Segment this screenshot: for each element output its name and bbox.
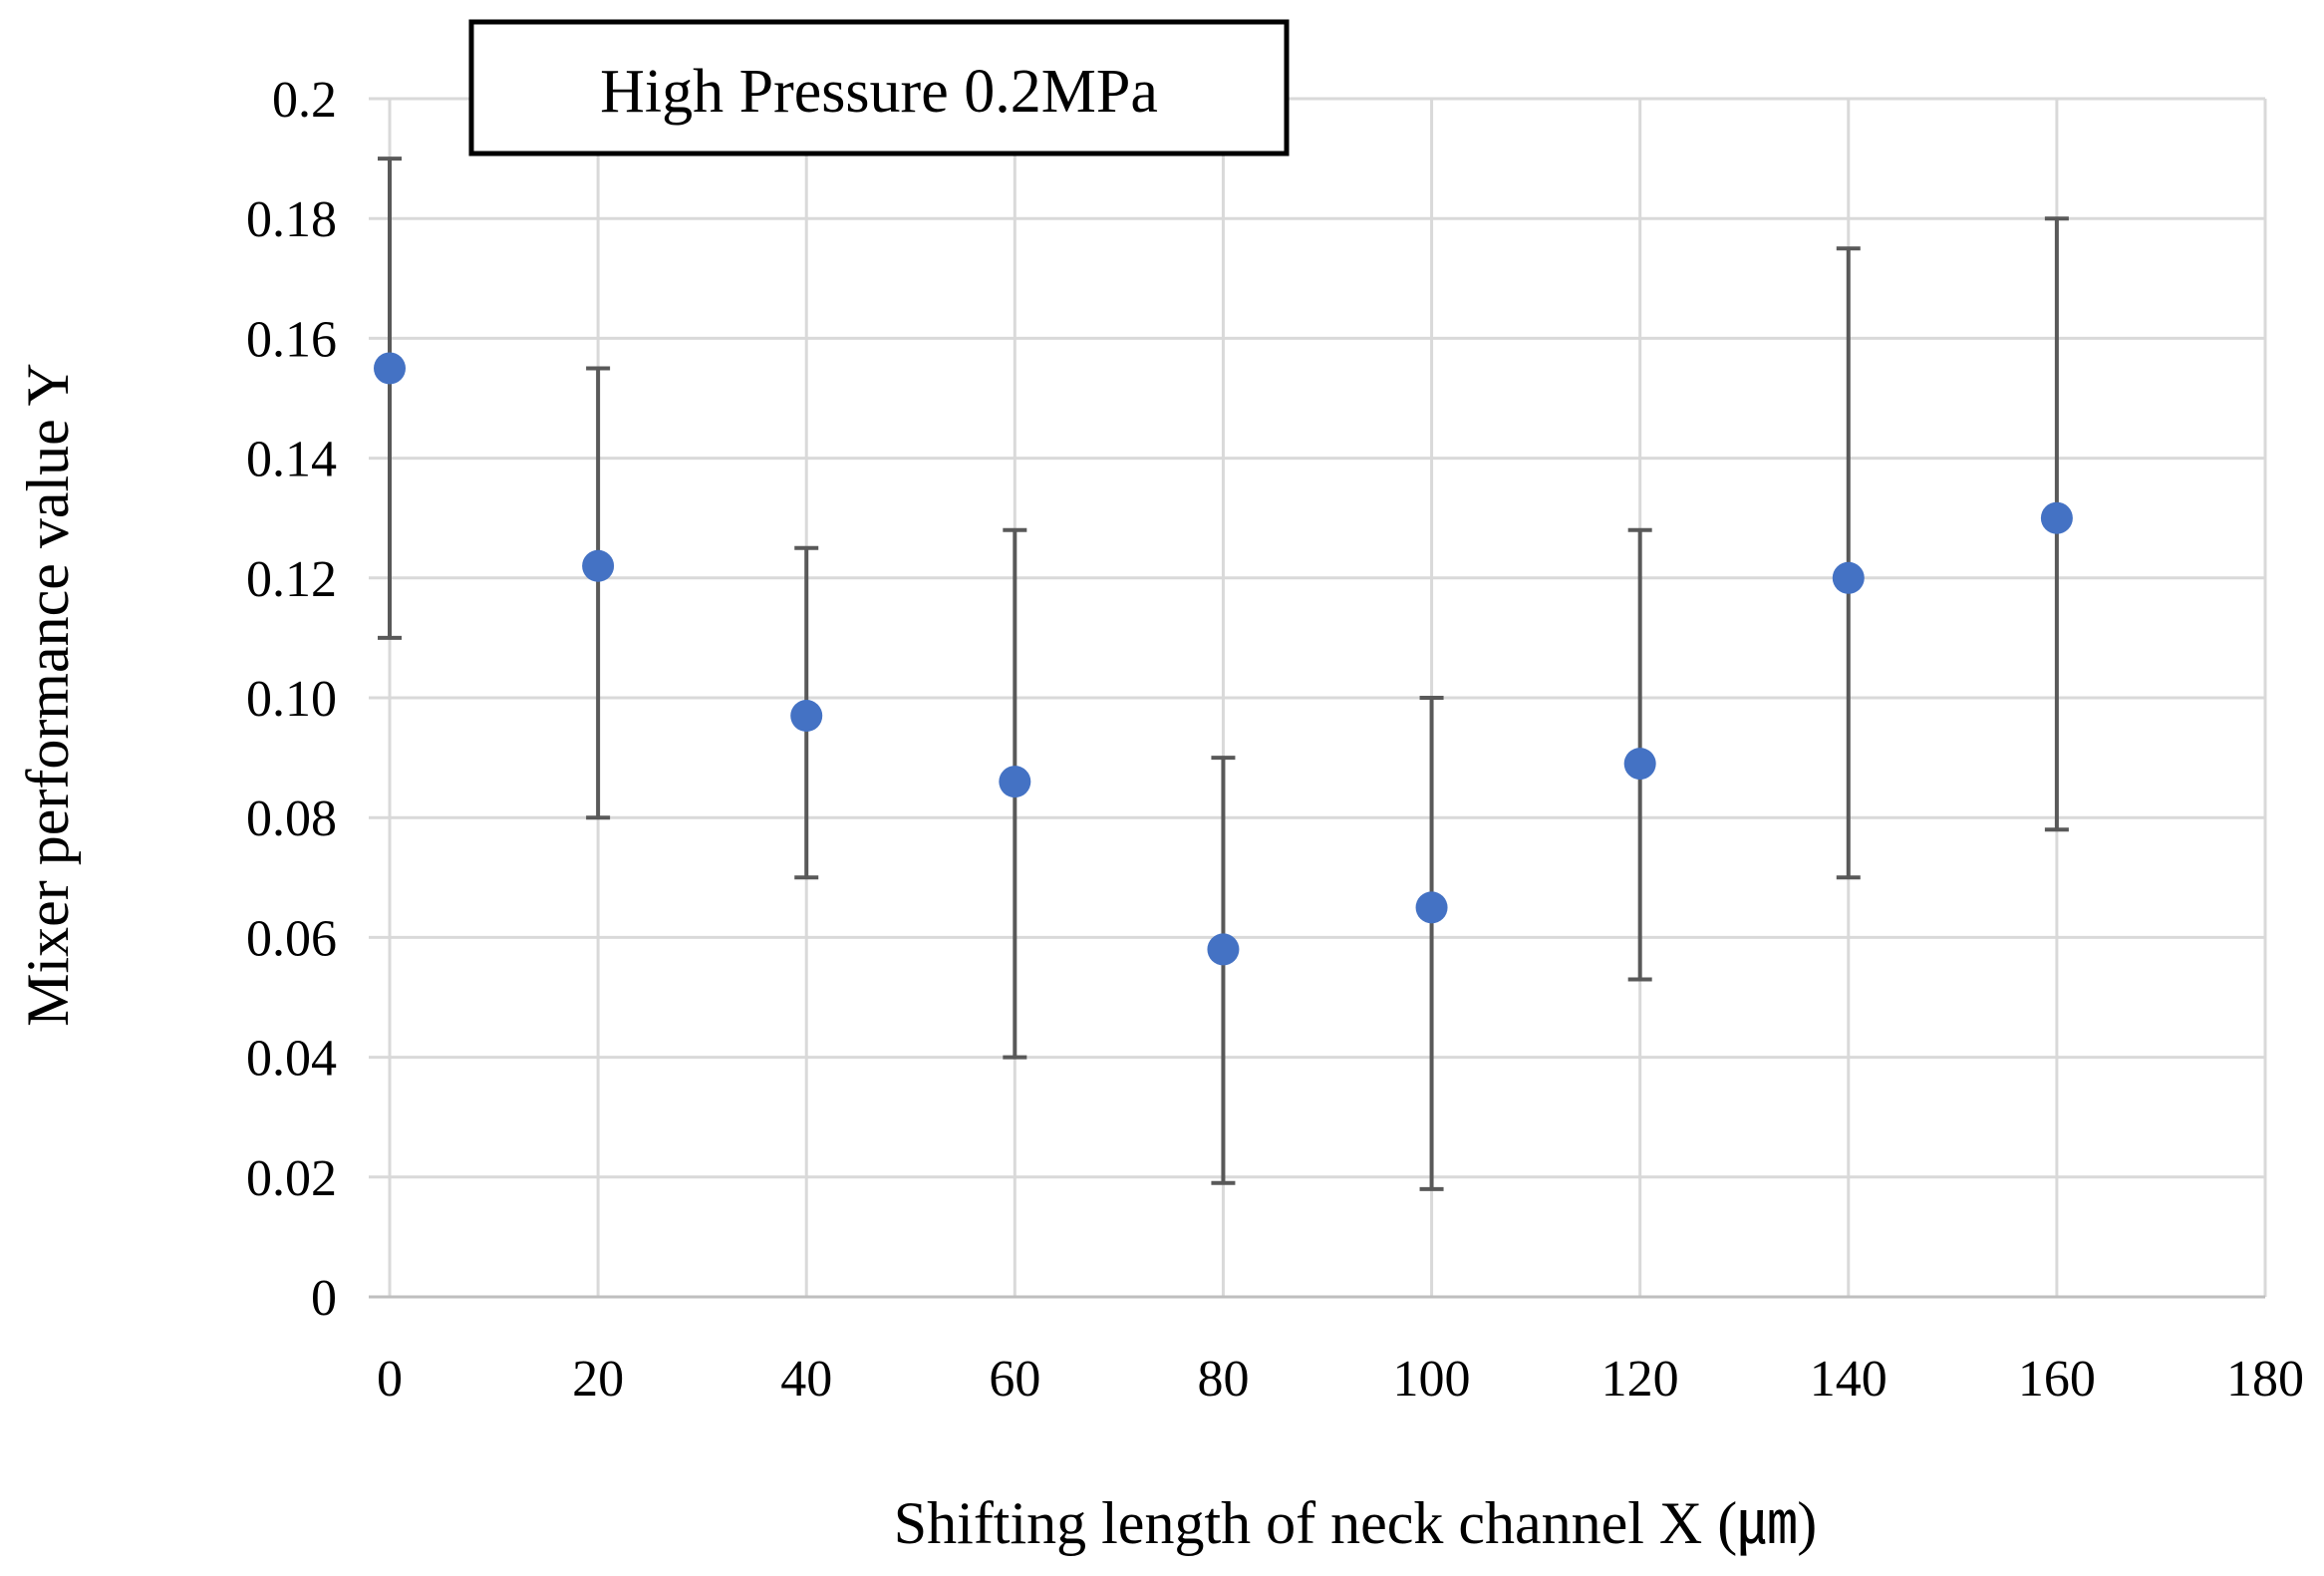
data-point bbox=[374, 352, 406, 385]
y-tick-labels: 0 0.02 0.04 0.06 0.08 0.10 0.12 0.14 0.16 0.18 0.2 bbox=[246, 72, 337, 1327]
y-tick-label: 0.18 bbox=[246, 191, 337, 248]
chart-title-box: High Pressure 0.2MPa bbox=[468, 19, 1290, 157]
x-tick-label: 160 bbox=[2018, 1351, 2096, 1408]
y-tick-label: 0.04 bbox=[246, 1031, 337, 1088]
x-tick-label: 0 bbox=[377, 1351, 403, 1408]
data-point bbox=[1832, 561, 1865, 594]
y-tick-label: 0.2 bbox=[272, 72, 337, 129]
x-tick-label: 40 bbox=[780, 1351, 832, 1408]
y-tick-label: 0 bbox=[311, 1270, 337, 1327]
x-tick-label: 100 bbox=[1393, 1351, 1471, 1408]
title-box-border bbox=[468, 19, 1290, 157]
data-point bbox=[582, 549, 615, 582]
data-point bbox=[1415, 891, 1448, 924]
x-tick-label: 120 bbox=[1601, 1351, 1679, 1408]
chart-title: High Pressure 0.2MPa bbox=[600, 58, 1158, 126]
data-point bbox=[2040, 501, 2073, 534]
data-point bbox=[1207, 933, 1240, 966]
x-tick-label: 80 bbox=[1197, 1351, 1249, 1408]
y-tick-label: 0.16 bbox=[246, 311, 337, 368]
x-tick-label: 60 bbox=[989, 1351, 1040, 1408]
data-point bbox=[999, 766, 1031, 798]
x-axis-title: Shifting length of neck channel X (㎛) bbox=[894, 1490, 1817, 1556]
x-tick-label: 20 bbox=[572, 1351, 624, 1408]
x-tick-label: 180 bbox=[2226, 1351, 2304, 1408]
y-tick-label: 0.02 bbox=[246, 1150, 337, 1207]
data-point bbox=[790, 700, 823, 733]
data-points bbox=[374, 352, 2073, 966]
x-tick-label: 140 bbox=[1810, 1351, 1888, 1408]
y-gridlines bbox=[369, 97, 2265, 1179]
y-tick-label: 0.08 bbox=[246, 790, 337, 847]
y-tick-label: 0.14 bbox=[246, 432, 337, 488]
y-tick-label: 0.12 bbox=[246, 551, 337, 608]
data-point bbox=[1623, 748, 1656, 781]
y-tick-label: 0.06 bbox=[246, 910, 337, 967]
y-axis-title: Mixer performance value Y bbox=[15, 363, 81, 1027]
y-tick-label: 0.10 bbox=[246, 671, 337, 728]
x-tick-labels: 0 20 40 60 80 100 120 140 160 180 bbox=[377, 1351, 2304, 1408]
